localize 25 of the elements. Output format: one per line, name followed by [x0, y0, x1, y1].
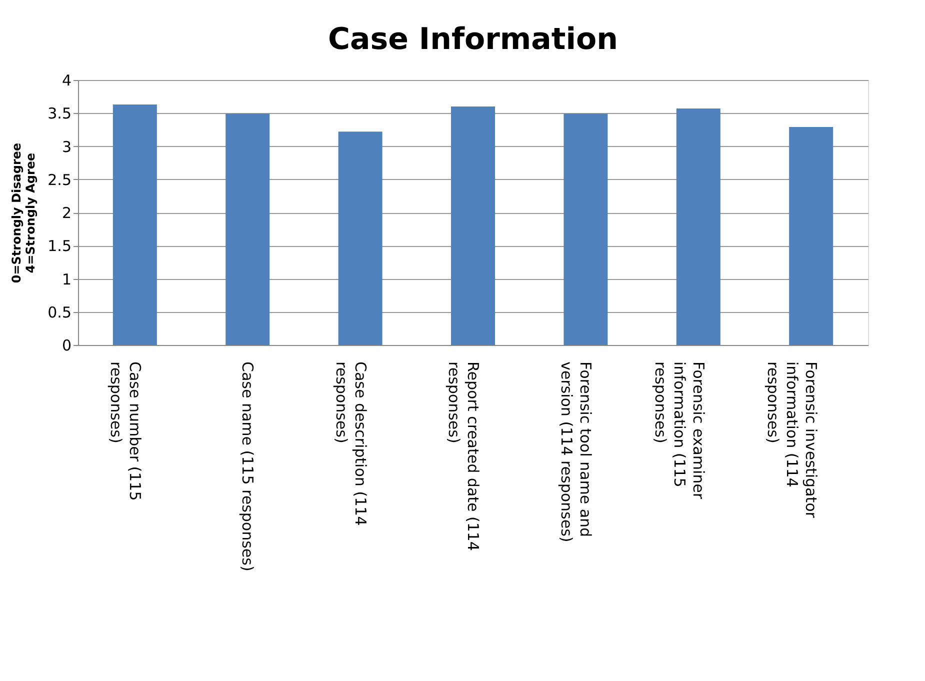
x-tick-label: Forensic investigator information (114 responses) [764, 362, 820, 519]
bar [676, 108, 720, 345]
x-tick-label: Forensic examiner information (115 responses) [651, 362, 708, 500]
y-tick-label: 3.5 [48, 104, 72, 123]
y-tick-label: 0 [62, 336, 72, 354]
bar [226, 114, 270, 345]
y-axis-title: 0=Strongly Disagree 4=Strongly Agree [10, 142, 38, 284]
y-tick-label: 4 [62, 72, 72, 90]
bar [564, 114, 608, 345]
y-tick-label: 3 [62, 138, 72, 156]
x-tick-label: Report created date (114 responses) [445, 362, 482, 551]
x-tick-label: Forensic tool name and version (114 responses) [558, 362, 595, 542]
x-tick-label: Case description (114 responses) [332, 362, 370, 526]
bar [112, 104, 157, 345]
bar [789, 127, 834, 345]
y-tick-label: 2 [62, 204, 72, 222]
x-tick-label: Case number (115 responses) [106, 362, 144, 501]
x-tick-label: Case name (115 responses) [238, 362, 257, 572]
y-tick-label: 2.5 [48, 170, 72, 189]
y-tick-label: 1 [62, 270, 72, 288]
bar [451, 106, 495, 345]
y-tick-label: 0.5 [48, 303, 72, 322]
y-tick-label: 1.5 [48, 237, 72, 256]
chart-title: Case Information [328, 22, 618, 57]
bar [338, 132, 382, 345]
